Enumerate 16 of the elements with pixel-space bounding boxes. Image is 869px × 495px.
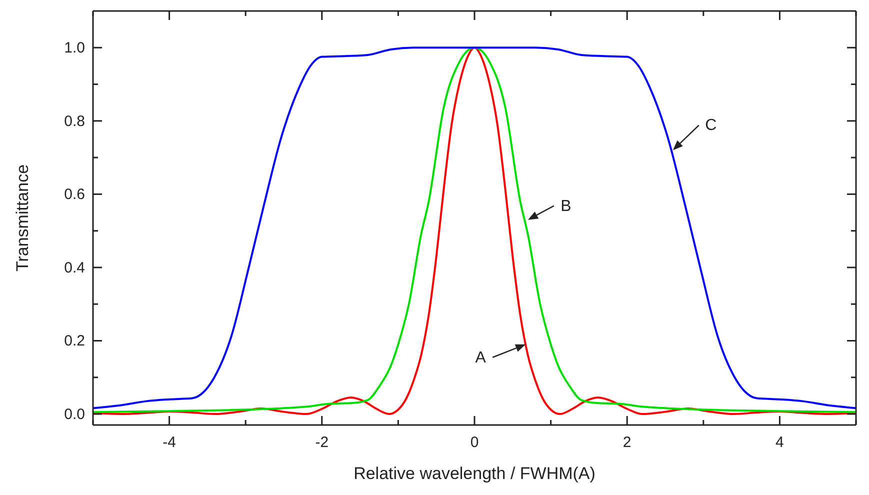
x-tick-label: 2: [622, 434, 632, 451]
y-tick-label: 0.8: [64, 112, 85, 130]
x-tick-label: 4: [776, 434, 784, 451]
y-tick-label: 0.4: [64, 259, 85, 276]
x-axis-title: Relative wavelength / FWHM(A): [354, 464, 596, 483]
x-tick-label: -2: [315, 434, 329, 451]
x-tick-label: -4: [162, 434, 176, 451]
y-tick-label: 1.0: [64, 40, 85, 57]
y-tick-label: 0.0: [64, 406, 85, 424]
x-tick-label: 0: [470, 434, 479, 451]
annotation: A: [475, 349, 486, 366]
annotation: B: [560, 198, 572, 215]
y-tick-label: 0.6: [64, 186, 85, 204]
annotation: C: [705, 117, 717, 134]
y-tick-label: 0.2: [64, 332, 85, 350]
y-axis-title: Transmittance: [13, 164, 32, 272]
